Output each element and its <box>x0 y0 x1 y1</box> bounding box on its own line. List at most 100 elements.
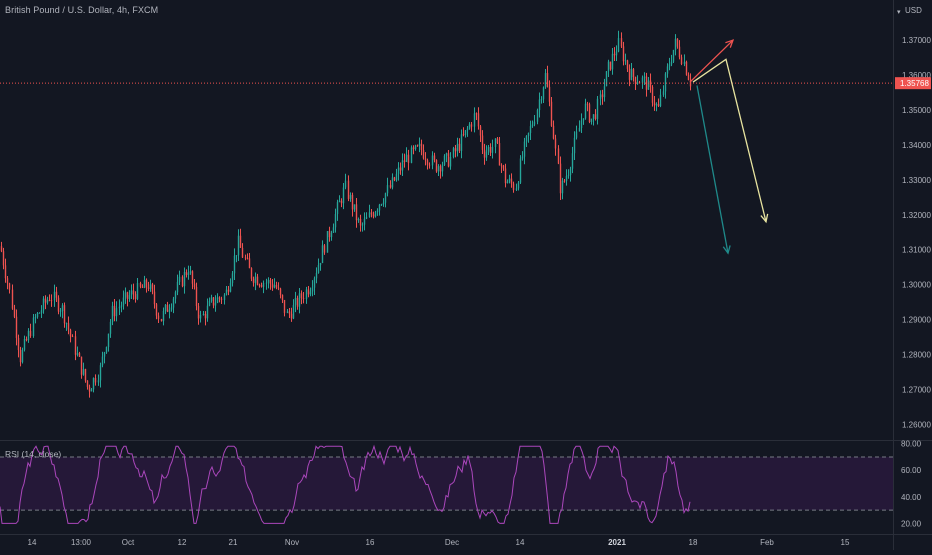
candle-46[interactable] <box>97 374 100 386</box>
candle-252[interactable] <box>529 120 532 141</box>
time-axis[interactable]: 14 13:00 Oct 12 21 Nov 16 Dec 14 2021 18 Feb 15 <box>28 538 850 547</box>
candle-154[interactable] <box>323 243 326 255</box>
candle-94[interactable] <box>197 302 200 325</box>
candle-70[interactable] <box>147 281 150 292</box>
candle-26[interactable] <box>55 286 58 302</box>
candle-109[interactable] <box>229 278 232 293</box>
candle-288[interactable] <box>605 71 608 87</box>
candle-108[interactable] <box>227 285 230 296</box>
candle-59[interactable] <box>124 287 127 304</box>
candle-149[interactable] <box>313 276 316 295</box>
candle-22[interactable] <box>46 296 49 305</box>
candle-131[interactable] <box>275 281 278 290</box>
candle-50[interactable] <box>105 346 108 354</box>
candle-283[interactable] <box>594 109 597 121</box>
candle-289[interactable] <box>607 59 610 78</box>
candle-144[interactable] <box>302 291 305 304</box>
candle-155[interactable] <box>326 230 329 253</box>
candle-65[interactable] <box>136 277 139 301</box>
candle-56[interactable] <box>118 299 121 315</box>
candle-169[interactable] <box>355 197 358 228</box>
candle-48[interactable] <box>101 351 104 368</box>
candle-61[interactable] <box>128 290 131 302</box>
candle-17[interactable] <box>36 311 39 319</box>
candle-118[interactable] <box>248 252 251 269</box>
candle-227[interactable] <box>477 107 480 130</box>
candle-318[interactable] <box>668 57 671 71</box>
candle-234[interactable] <box>491 139 494 159</box>
candle-91[interactable] <box>191 270 194 290</box>
candle-156[interactable] <box>328 226 331 242</box>
candle-81[interactable] <box>170 303 173 312</box>
candle-146[interactable] <box>307 286 310 298</box>
candle-200[interactable] <box>420 139 423 156</box>
candle-190[interactable] <box>399 162 402 175</box>
candle-2[interactable] <box>4 258 7 283</box>
candle-279[interactable] <box>586 101 589 112</box>
candle-116[interactable] <box>244 254 247 261</box>
candle-211[interactable] <box>443 154 446 166</box>
candle-124[interactable] <box>260 282 263 288</box>
candle-172[interactable] <box>361 222 364 232</box>
candle-152[interactable] <box>319 262 322 271</box>
candle-215[interactable] <box>452 146 455 159</box>
candle-15[interactable] <box>32 313 35 338</box>
candle-248[interactable] <box>521 151 524 161</box>
candle-192[interactable] <box>403 153 406 168</box>
candle-224[interactable] <box>470 122 473 132</box>
candle-284[interactable] <box>596 95 599 125</box>
candle-255[interactable] <box>536 108 539 125</box>
candle-12[interactable] <box>25 336 28 342</box>
candle-326[interactable] <box>685 60 688 76</box>
candle-238[interactable] <box>500 163 503 173</box>
candle-72[interactable] <box>151 282 154 295</box>
candle-141[interactable] <box>296 295 299 310</box>
candle-309[interactable] <box>649 73 652 93</box>
candle-301[interactable] <box>632 67 635 82</box>
candle-236[interactable] <box>496 137 499 145</box>
candle-212[interactable] <box>445 152 448 163</box>
candle-324[interactable] <box>680 54 683 66</box>
candle-6[interactable] <box>13 304 16 319</box>
candle-100[interactable] <box>210 294 213 303</box>
candle-84[interactable] <box>176 274 179 296</box>
candle-243[interactable] <box>510 173 513 188</box>
candle-140[interactable] <box>294 291 297 313</box>
candle-280[interactable] <box>588 102 591 124</box>
candle-88[interactable] <box>185 269 188 278</box>
candle-241[interactable] <box>506 179 509 184</box>
candle-175[interactable] <box>368 204 371 218</box>
candle-98[interactable] <box>206 298 209 322</box>
candle-291[interactable] <box>611 48 614 75</box>
candle-133[interactable] <box>279 287 282 299</box>
candle-177[interactable] <box>372 211 375 219</box>
candle-77[interactable] <box>162 307 165 326</box>
candle-260[interactable] <box>546 65 549 88</box>
candle-302[interactable] <box>634 76 637 90</box>
candle-9[interactable] <box>19 346 22 367</box>
candle-135[interactable] <box>283 299 286 317</box>
candle-305[interactable] <box>641 75 644 89</box>
candle-207[interactable] <box>435 159 438 173</box>
candle-271[interactable] <box>569 166 572 182</box>
candle-229[interactable] <box>481 130 484 155</box>
candle-213[interactable] <box>447 150 450 168</box>
candle-57[interactable] <box>120 301 123 313</box>
candle-299[interactable] <box>628 64 631 87</box>
candle-321[interactable] <box>674 34 677 56</box>
candle-99[interactable] <box>208 297 211 307</box>
candle-232[interactable] <box>487 144 490 156</box>
candle-86[interactable] <box>181 275 184 288</box>
candle-292[interactable] <box>613 47 616 62</box>
candle-39[interactable] <box>82 362 85 376</box>
candle-282[interactable] <box>592 114 595 126</box>
candle-145[interactable] <box>305 286 308 304</box>
candle-1[interactable] <box>2 247 5 270</box>
candle-249[interactable] <box>523 137 526 165</box>
candle-44[interactable] <box>92 377 95 393</box>
candle-278[interactable] <box>584 98 587 120</box>
candle-210[interactable] <box>441 161 444 177</box>
candle-276[interactable] <box>580 113 583 134</box>
candle-95[interactable] <box>199 310 202 323</box>
candle-5[interactable] <box>11 284 14 310</box>
